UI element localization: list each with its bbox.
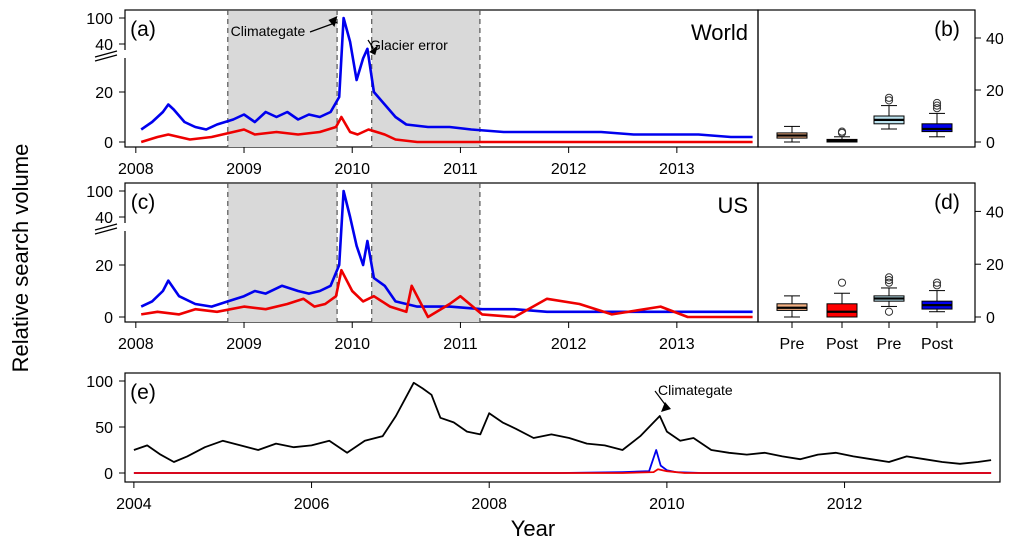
series-line-red xyxy=(133,468,992,474)
annotation-arrowhead xyxy=(660,401,671,412)
axis-break-mark xyxy=(94,223,118,231)
x-tick-label: 2010 xyxy=(649,496,685,513)
plot-frame xyxy=(757,182,976,323)
box-post_red xyxy=(826,303,858,318)
series-line-red xyxy=(140,115,753,144)
x-tick-label: 2010 xyxy=(334,161,370,178)
x-tick-label: 2006 xyxy=(294,496,330,513)
x-tick-label: 2008 xyxy=(118,161,154,178)
x-tick-label: 2009 xyxy=(226,161,262,178)
box-outlier xyxy=(837,278,847,287)
y-tick-label: 0 xyxy=(986,310,995,327)
shaded-period xyxy=(227,11,338,147)
x-tick-label: 2011 xyxy=(443,336,478,353)
y-tick-label: 50 xyxy=(95,420,113,437)
box-outlier xyxy=(932,281,942,290)
box-outlier xyxy=(932,104,942,113)
y-tick-label: 40 xyxy=(986,204,1004,221)
y-tick-label: 100 xyxy=(86,374,113,391)
x-tick-label: Pre xyxy=(780,336,805,353)
panel-b: 0 20 40 (b) xyxy=(757,9,1004,152)
panel-label: (d) xyxy=(934,191,960,214)
box-outlier xyxy=(932,278,942,287)
y-tick-label: 20 xyxy=(95,85,113,102)
y-tick-label: 20 xyxy=(986,257,1004,274)
shaded-period xyxy=(371,11,480,147)
panel-label: (c) xyxy=(131,191,156,214)
y-axis-title: Relative search volume xyxy=(8,144,33,373)
plot-frame xyxy=(757,9,976,148)
box-outlier xyxy=(884,273,894,282)
y-tick-label: 40 xyxy=(986,31,1004,48)
x-tick-label: 2012 xyxy=(551,161,587,178)
annotation-arrow xyxy=(367,39,374,49)
y-tick-label: 0 xyxy=(986,135,995,152)
panel-a: 0 20 40 100 2008 2009 2010 2011 2012 2013 (a) World… xyxy=(86,9,759,178)
shaded-period xyxy=(227,184,338,322)
y-tick-label: 0 xyxy=(104,135,113,152)
series-line-blue xyxy=(140,16,753,139)
series-line-red xyxy=(140,268,753,319)
panel-e: 0 50 100 2004 2006 2008 2010 2012 (e) Climategate xyxy=(86,372,1001,513)
axis-break-mark xyxy=(94,50,118,58)
box-outlier xyxy=(884,93,894,102)
x-tick-label: 2013 xyxy=(659,161,695,178)
region-label: World xyxy=(691,20,748,45)
panel-label: (b) xyxy=(934,18,960,41)
axis-break-gap xyxy=(95,50,127,58)
annotation-text: Climategate xyxy=(658,382,733,398)
x-tick-label: 2004 xyxy=(116,496,152,513)
shaded-period xyxy=(371,184,480,322)
box-outlier xyxy=(932,101,942,110)
panel-label: (a) xyxy=(130,18,156,41)
panel-d: 0 20 40 Pre Post Pre Post (d) xyxy=(757,182,1004,353)
x-axis-title: Year xyxy=(511,516,555,541)
box-outlier xyxy=(884,275,894,285)
axis-break-gap xyxy=(95,223,127,231)
y-tick-label: 0 xyxy=(104,310,113,327)
x-tick-label: 2012 xyxy=(827,496,863,513)
x-tick-label: 2008 xyxy=(471,496,507,513)
y-tick-label: 20 xyxy=(986,83,1004,100)
box-outlier xyxy=(932,98,942,108)
series-line-blue xyxy=(133,449,992,474)
axis-break-mark xyxy=(94,227,118,235)
x-tick-label: 2009 xyxy=(226,336,262,353)
x-tick-label: Pre xyxy=(877,336,902,353)
x-tick-label: 2011 xyxy=(443,161,478,178)
annotation-text: Glacier error xyxy=(370,37,448,53)
box-outlier xyxy=(837,127,847,136)
y-tick-label: 100 xyxy=(86,184,113,201)
y-tick-label: 100 xyxy=(86,11,113,28)
panel-label: (e) xyxy=(130,381,156,404)
x-tick-label: Post xyxy=(826,336,859,353)
box-outlier xyxy=(884,278,894,287)
annotation-arrowhead xyxy=(369,45,379,55)
box-outlier xyxy=(884,96,894,105)
x-tick-label: Post xyxy=(921,336,954,353)
y-tick-label: 40 xyxy=(95,37,113,54)
annotation-text: Climategate xyxy=(231,23,306,39)
panel-c: 0 20 40 100 2008 2009 2010 2011 2012 2013 (c) US xyxy=(86,182,759,353)
box-post_blue xyxy=(921,123,953,133)
box-outlier xyxy=(884,307,894,316)
plot-frame xyxy=(124,372,1001,483)
region-label: US xyxy=(717,193,748,218)
x-tick-label: 2010 xyxy=(334,336,370,353)
y-tick-label: 0 xyxy=(104,466,113,483)
x-tick-label: 2008 xyxy=(118,336,154,353)
series-line-black xyxy=(133,381,992,465)
annotation-arrowhead xyxy=(328,16,338,27)
axis-break-mark xyxy=(94,54,118,62)
y-tick-label: 20 xyxy=(95,258,113,275)
y-tick-label: 40 xyxy=(95,210,113,227)
x-tick-label: 2013 xyxy=(659,336,695,353)
series-line-blue xyxy=(140,189,753,314)
x-tick-label: 2012 xyxy=(551,336,587,353)
